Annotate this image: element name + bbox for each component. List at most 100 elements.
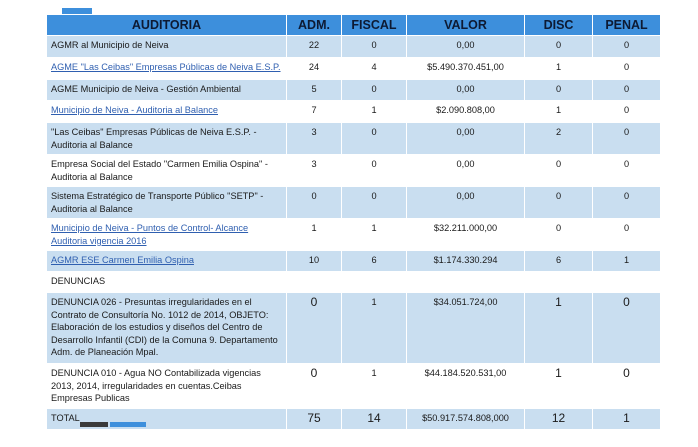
cell-adm: 24	[286, 57, 342, 80]
auditoria-link[interactable]: AGMR ESE Carmen Emilia Ospina	[51, 255, 194, 265]
header-auditoria: AUDITORIA	[46, 14, 287, 36]
cell-penal: 0	[592, 100, 661, 123]
auditoria-table: AUDITORIA ADM. FISCAL VALOR DISC PENAL A…	[46, 14, 661, 430]
cell-auditoria: DENUNCIAS	[46, 271, 287, 293]
cell-adm: 1	[286, 218, 342, 251]
cell-penal: 0	[592, 79, 661, 101]
cell-adm: 3	[286, 154, 342, 187]
cell-auditoria[interactable]: Municipio de Neiva - Puntos de Control- …	[46, 218, 287, 251]
header-disc: DISC	[524, 14, 593, 36]
cell-auditoria: AGME Municipio de Neiva - Gestión Ambien…	[46, 79, 287, 101]
cell-valor: $44.184.520.531,00	[406, 363, 525, 409]
cell-valor: $34.051.724,00	[406, 292, 525, 364]
table-row: AGME "Las Ceibas" Empresas Públicas de N…	[46, 57, 661, 80]
cell-fiscal: 0	[341, 79, 407, 101]
cell-valor: $50.917.574.808,000	[406, 407, 525, 430]
cell-fiscal: 0	[341, 122, 407, 155]
cell-auditoria[interactable]: AGME "Las Ceibas" Empresas Públicas de N…	[46, 57, 287, 80]
cell-valor: 0,00	[406, 154, 525, 187]
cell-adm: 5	[286, 79, 342, 101]
cell-adm: 10	[286, 250, 342, 272]
auditoria-link[interactable]: Municipio de Neiva - Auditoria al Balanc…	[51, 105, 218, 115]
table-row: DENUNCIA 010 - Agua NO Contabilizada vig…	[46, 363, 661, 409]
cell-auditoria[interactable]: Municipio de Neiva - Auditoria al Balanc…	[46, 100, 287, 123]
cell-auditoria: "Las Ceibas" Empresas Públicas de Neiva …	[46, 122, 287, 155]
cell-valor	[406, 271, 525, 293]
cell-disc: 0	[524, 186, 593, 219]
cell-adm: 75	[286, 407, 342, 430]
cell-adm: 22	[286, 35, 342, 58]
cell-disc: 0	[524, 79, 593, 101]
cell-penal: 0	[592, 122, 661, 155]
cell-penal: 0	[592, 292, 661, 364]
cell-disc: 1	[524, 57, 593, 80]
cell-adm: 0	[286, 186, 342, 219]
table-body: AGMR al Municipio de Neiva 22 0 0,00 0 0 AGME …	[46, 35, 661, 430]
cell-auditoria: Sistema Estratégico de Transporte Públic…	[46, 186, 287, 219]
cell-fiscal: 1	[341, 292, 407, 364]
cell-valor: $2.090.808,00	[406, 100, 525, 123]
table-row: AGME Municipio de Neiva - Gestión Ambien…	[46, 79, 661, 101]
cell-fiscal: 1	[341, 363, 407, 409]
cell-fiscal: 14	[341, 407, 407, 430]
cell-disc: 1	[524, 363, 593, 409]
cell-penal: 0	[592, 154, 661, 187]
cell-fiscal	[341, 271, 407, 293]
cell-fiscal: 0	[341, 186, 407, 219]
cell-penal: 0	[592, 218, 661, 251]
cell-adm: 0	[286, 363, 342, 409]
cell-penal: 0	[592, 35, 661, 58]
cell-fiscal: 1	[341, 100, 407, 123]
cell-disc: 12	[524, 407, 593, 430]
cell-penal: 0	[592, 186, 661, 219]
cell-disc	[524, 271, 593, 293]
table-row: AGMR ESE Carmen Emilia Ospina 10 6 $1.174.3…	[46, 250, 661, 272]
auditoria-table-container: AUDITORIA ADM. FISCAL VALOR DISC PENAL A…	[46, 14, 661, 430]
cell-auditoria: AGMR al Municipio de Neiva	[46, 35, 287, 58]
auditoria-link[interactable]: Municipio de Neiva - Puntos de Control- …	[51, 223, 249, 246]
cell-valor: $32.211.000,00	[406, 218, 525, 251]
table-row: DENUNCIAS	[46, 271, 661, 293]
table-row: AGMR al Municipio de Neiva 22 0 0,00 0 0	[46, 35, 661, 58]
cell-fiscal: 4	[341, 57, 407, 80]
cell-valor: 0,00	[406, 186, 525, 219]
table-row: Sistema Estratégico de Transporte Públic…	[46, 186, 661, 219]
table-row: Municipio de Neiva - Puntos de Control- …	[46, 218, 661, 251]
top-decoration	[62, 8, 92, 14]
header-penal: PENAL	[592, 14, 661, 36]
cell-auditoria: Empresa Social del Estado "Carmen Emilia…	[46, 154, 287, 187]
table-row: Empresa Social del Estado "Carmen Emilia…	[46, 154, 661, 187]
bottom-decoration-blue	[110, 422, 146, 427]
cell-auditoria: DENUNCIA 010 - Agua NO Contabilizada vig…	[46, 363, 287, 409]
bottom-decoration-dark	[80, 422, 108, 427]
cell-penal: 0	[592, 57, 661, 80]
cell-valor: 0,00	[406, 79, 525, 101]
cell-valor: 0,00	[406, 35, 525, 58]
table-row: Municipio de Neiva - Auditoria al Balanc…	[46, 100, 661, 123]
auditoria-link[interactable]: AGME "Las Ceibas" Empresas Públicas de N…	[51, 62, 281, 72]
cell-disc: 6	[524, 250, 593, 272]
cell-fiscal: 1	[341, 218, 407, 251]
cell-disc: 0	[524, 218, 593, 251]
cell-adm	[286, 271, 342, 293]
cell-fiscal: 0	[341, 154, 407, 187]
cell-disc: 0	[524, 35, 593, 58]
table-row: DENUNCIA 026 - Presuntas irregularidades…	[46, 292, 661, 364]
cell-adm: 7	[286, 100, 342, 123]
cell-disc: 1	[524, 100, 593, 123]
cell-auditoria: DENUNCIA 026 - Presuntas irregularidades…	[46, 292, 287, 364]
cell-fiscal: 6	[341, 250, 407, 272]
table-header-row: AUDITORIA ADM. FISCAL VALOR DISC PENAL	[46, 14, 661, 36]
cell-disc: 0	[524, 154, 593, 187]
cell-penal: 1	[592, 407, 661, 430]
cell-valor: 0,00	[406, 122, 525, 155]
cell-disc: 2	[524, 122, 593, 155]
header-valor: VALOR	[406, 14, 525, 36]
cell-adm: 3	[286, 122, 342, 155]
cell-valor: $1.174.330.294	[406, 250, 525, 272]
cell-penal	[592, 271, 661, 293]
table-row: "Las Ceibas" Empresas Públicas de Neiva …	[46, 122, 661, 155]
cell-penal: 0	[592, 363, 661, 409]
cell-adm: 0	[286, 292, 342, 364]
cell-auditoria[interactable]: AGMR ESE Carmen Emilia Ospina	[46, 250, 287, 272]
